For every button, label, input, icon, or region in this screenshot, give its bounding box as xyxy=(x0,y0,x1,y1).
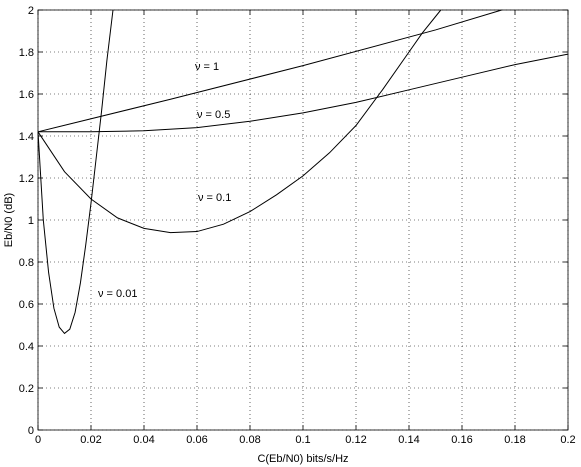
x-tick-label: 0.06 xyxy=(186,434,207,446)
x-tick-label: 0.1 xyxy=(295,434,310,446)
x-tick-label: 0.16 xyxy=(451,434,472,446)
x-tick-label: 0.04 xyxy=(133,434,154,446)
series-label: ν = 0.01 xyxy=(98,288,137,300)
series-label: ν = 1 xyxy=(195,61,219,73)
x-tick-label: 0.18 xyxy=(504,434,525,446)
x-tick-label: 0.02 xyxy=(80,434,101,446)
y-tick-label: 2 xyxy=(28,5,34,17)
x-tick-label: 0.12 xyxy=(345,434,366,446)
series-line xyxy=(37,9,114,335)
series-label: ν = 0.1 xyxy=(198,192,231,204)
series-line xyxy=(38,53,569,133)
y-tick-label: 1.2 xyxy=(19,173,34,185)
y-tick-label: 1.6 xyxy=(19,89,34,101)
y-tick-label: 0.2 xyxy=(19,383,34,395)
series-line xyxy=(37,9,502,133)
x-tick-label: 0.2 xyxy=(560,434,575,446)
y-tick-label: 0.8 xyxy=(19,257,34,269)
series-line xyxy=(37,9,442,234)
y-tick-label: 0.6 xyxy=(19,299,34,311)
y-tick-label: 1.8 xyxy=(19,47,34,59)
x-tick-label: 0.08 xyxy=(239,434,260,446)
y-tick-label: 1 xyxy=(28,215,34,227)
x-tick-label: 0.14 xyxy=(398,434,419,446)
y-tick-label: 0 xyxy=(28,425,34,437)
y-tick-label: 1.4 xyxy=(19,131,34,143)
series-label: ν = 0.5 xyxy=(197,109,230,121)
x-axis-label: C(Eb/N0) bits/s/Hz xyxy=(257,453,348,465)
y-tick-label: 0.4 xyxy=(19,341,34,353)
x-tick-label: 0 xyxy=(35,434,41,446)
y-axis-label: Eb/N0 (dB) xyxy=(3,193,15,247)
plot-frame xyxy=(37,9,569,431)
